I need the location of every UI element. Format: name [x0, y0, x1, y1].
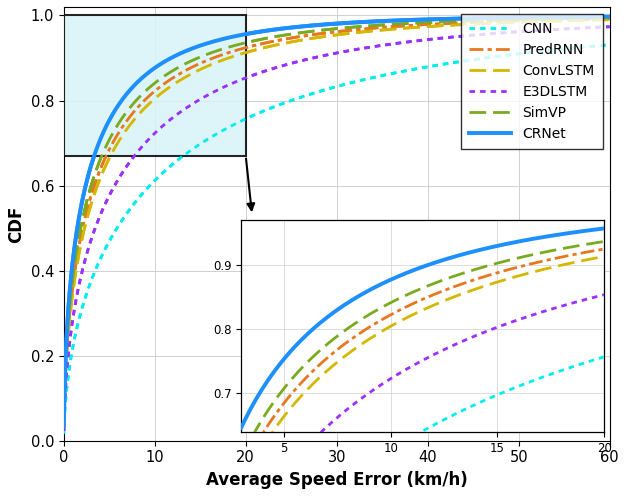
CNN: [606, 42, 613, 48]
ConvLSTM: [88, 199, 95, 205]
ConvLSTM: [60, 426, 68, 432]
CRNet: [490, 15, 498, 21]
X-axis label: Average Speed Error (km/h): Average Speed Error (km/h): [206, 471, 468, 489]
CNN: [311, 90, 319, 96]
CRNet: [60, 422, 68, 428]
Line: CNN: CNN: [64, 45, 610, 434]
SimVP: [326, 26, 333, 32]
ConvLSTM: [590, 17, 598, 23]
CRNet: [590, 14, 597, 20]
ConvLSTM: [311, 35, 319, 41]
Bar: [64, 15, 246, 156]
CRNet: [326, 21, 333, 27]
CRNet: [311, 22, 319, 28]
PredRNN: [490, 18, 498, 24]
Legend: CNN, PredRNN, ConvLSTM, E3DLSTM, SimVP, CRNet: CNN, PredRNN, ConvLSTM, E3DLSTM, SimVP, …: [461, 14, 603, 149]
CRNet: [590, 14, 598, 20]
E3DLSTM: [60, 428, 68, 434]
Line: ConvLSTM: ConvLSTM: [64, 20, 610, 429]
PredRNN: [590, 16, 598, 22]
PredRNN: [606, 16, 613, 22]
SimVP: [88, 181, 95, 187]
SimVP: [311, 28, 319, 34]
CRNet: [88, 161, 95, 167]
Line: CRNet: CRNet: [64, 16, 610, 425]
PredRNN: [60, 425, 68, 431]
PredRNN: [311, 31, 319, 37]
SimVP: [60, 424, 68, 430]
CNN: [590, 43, 597, 49]
E3DLSTM: [590, 24, 598, 30]
ConvLSTM: [326, 33, 333, 39]
CRNet: [606, 13, 613, 19]
E3DLSTM: [311, 55, 319, 61]
E3DLSTM: [490, 31, 498, 37]
Line: PredRNN: PredRNN: [64, 19, 610, 428]
SimVP: [490, 17, 498, 23]
CNN: [490, 54, 498, 60]
CNN: [88, 276, 95, 282]
SimVP: [590, 15, 598, 21]
CNN: [590, 43, 598, 49]
ConvLSTM: [606, 17, 613, 23]
E3DLSTM: [606, 24, 613, 30]
Y-axis label: CDF: CDF: [7, 205, 25, 243]
Line: E3DLSTM: E3DLSTM: [64, 27, 610, 431]
ConvLSTM: [590, 17, 597, 23]
PredRNN: [326, 30, 333, 36]
CNN: [326, 86, 333, 92]
SimVP: [606, 15, 613, 21]
PredRNN: [590, 16, 597, 22]
CNN: [60, 431, 68, 436]
E3DLSTM: [326, 52, 333, 58]
PredRNN: [88, 190, 95, 196]
ConvLSTM: [490, 20, 498, 26]
E3DLSTM: [590, 24, 597, 30]
SimVP: [590, 15, 597, 21]
E3DLSTM: [88, 235, 95, 241]
Line: SimVP: SimVP: [64, 18, 610, 427]
